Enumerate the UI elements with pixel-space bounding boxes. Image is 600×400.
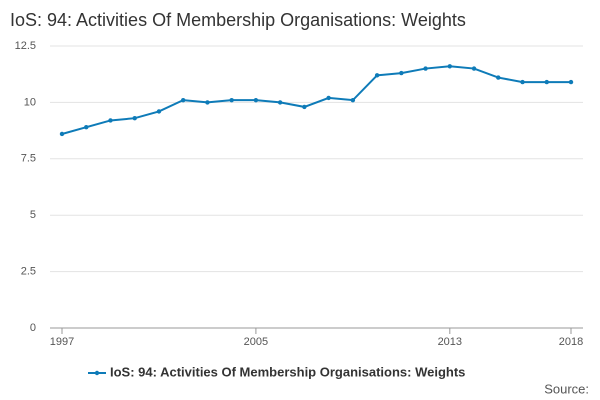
point [326,95,331,101]
y-tick-label: 0 [30,322,36,334]
x-tick-label: 2005 [244,336,268,348]
point [229,97,234,103]
point [253,97,259,103]
chart-title: IoS: 94: Activities Of Membership Organi… [10,10,466,30]
point [496,75,501,80]
point [84,125,89,130]
y-tick-label: 7.5 [21,153,36,165]
source: Source: [544,381,589,396]
y-tick-label: 10 [24,96,36,108]
point [399,70,404,76]
y-tick-label: 12.5 [15,40,36,52]
point [205,100,210,105]
legend-label: IoS: 94: Activities Of Membership Organi… [110,364,465,379]
point [277,100,283,105]
line [61,65,571,135]
point [374,73,380,78]
point [447,64,453,69]
point [423,66,428,71]
point [156,109,162,114]
point [108,118,113,123]
point [520,79,525,85]
x-tick-label: 2018 [559,336,583,348]
y-tick-label: 2.5 [21,266,36,278]
point [59,131,65,137]
x-tick-label: 2013 [438,336,462,348]
point [180,97,186,103]
x-tick-label: 1997 [50,336,74,348]
point [568,79,574,85]
point [132,115,137,121]
legend-marker [94,370,100,376]
point [471,66,477,71]
point [350,97,356,103]
y-tick-label: 5 [30,209,36,221]
point [302,104,307,110]
point [544,79,549,85]
